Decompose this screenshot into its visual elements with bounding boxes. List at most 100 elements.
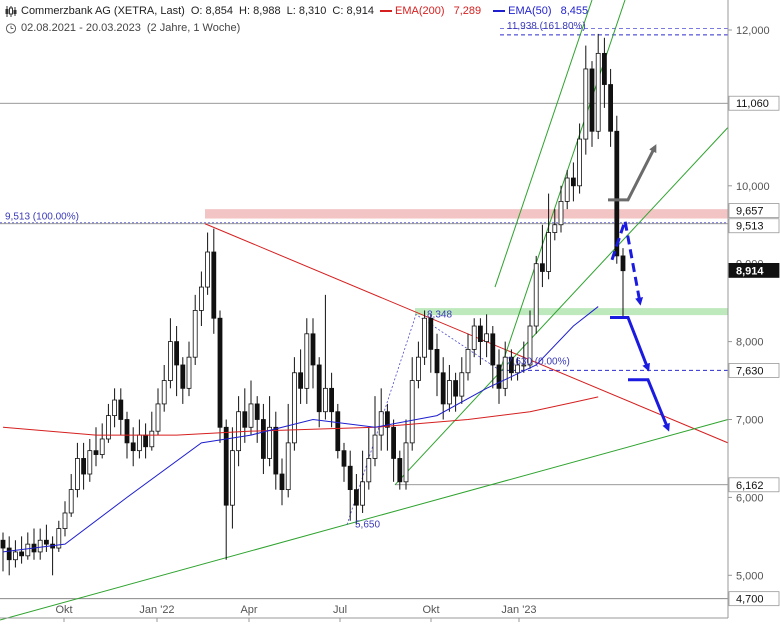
y-tick-label: 12,000 bbox=[736, 25, 770, 37]
candle-body-down bbox=[81, 458, 86, 475]
candle-body-down bbox=[490, 333, 496, 366]
arrows-layer bbox=[608, 144, 670, 432]
candle-body-up bbox=[68, 489, 74, 514]
falling-resistance-line bbox=[204, 223, 729, 444]
candle-body-up bbox=[285, 442, 291, 491]
candle-body-up bbox=[322, 387, 328, 413]
candle-body-up bbox=[502, 356, 508, 389]
candle bbox=[322, 294, 328, 420]
candle bbox=[267, 396, 273, 467]
candle-body-down bbox=[602, 52, 607, 85]
y-tick-label: 7,000 bbox=[736, 415, 764, 427]
candle bbox=[130, 427, 136, 467]
bullish-arrow bbox=[608, 144, 657, 202]
price-badge-label: 4,700 bbox=[736, 594, 764, 606]
candle bbox=[223, 419, 229, 560]
header-row-1: Commerzbank AG (XETRA, Last) O: 8,854 H: 8… bbox=[5, 5, 600, 17]
candle bbox=[310, 318, 316, 389]
candle bbox=[31, 528, 37, 560]
candle-body-up bbox=[136, 434, 142, 452]
candle bbox=[93, 427, 99, 467]
candle bbox=[589, 61, 595, 147]
candle-body-down bbox=[118, 399, 124, 420]
price-badge-box bbox=[728, 262, 780, 278]
candle bbox=[248, 380, 254, 436]
price-badge-box bbox=[728, 95, 780, 111]
fib-swing-connector bbox=[346, 313, 501, 525]
candle bbox=[37, 528, 43, 560]
y-tick-label: 8,000 bbox=[736, 337, 764, 349]
y-tick-label: 5,000 bbox=[736, 570, 764, 582]
close-value: C: 8,914 bbox=[332, 5, 374, 17]
candle bbox=[229, 427, 235, 529]
price-badge: 9,657 bbox=[728, 203, 780, 218]
candle-body-down bbox=[180, 364, 186, 389]
candle-body-down bbox=[477, 325, 483, 342]
candle-body-up bbox=[229, 450, 235, 506]
candle-body-up bbox=[236, 411, 242, 452]
candle-body-down bbox=[254, 403, 260, 420]
price-badge-box bbox=[728, 477, 780, 493]
support-zone bbox=[415, 308, 728, 316]
candle-body-down bbox=[260, 419, 266, 459]
candle bbox=[384, 403, 390, 451]
candle bbox=[533, 255, 539, 334]
price-badge-label: 6,162 bbox=[736, 480, 764, 492]
x-tick-label: Apr bbox=[240, 604, 257, 616]
zone-layer bbox=[205, 209, 728, 316]
x-tick-label: Jul bbox=[333, 604, 347, 616]
price-badge-label: 9,513 bbox=[736, 221, 764, 233]
candle-body-down bbox=[130, 442, 136, 452]
candle-body-up bbox=[515, 364, 520, 374]
y-tick-label: 10,000 bbox=[736, 181, 770, 193]
ema200-label: EMA(200) bbox=[394, 5, 445, 17]
candle-body-down bbox=[620, 255, 626, 272]
price-badge-box bbox=[728, 591, 780, 607]
candle-body-down bbox=[316, 364, 322, 413]
x-tick-label: Jan '22 bbox=[139, 604, 174, 616]
price-badge-label: 7,630 bbox=[736, 365, 764, 377]
candle-body-up bbox=[192, 310, 198, 358]
candle bbox=[192, 294, 198, 365]
candle bbox=[540, 224, 545, 288]
candle-body-down bbox=[143, 434, 149, 448]
candle bbox=[254, 396, 260, 443]
candle-body-up bbox=[37, 539, 43, 553]
candle bbox=[118, 388, 124, 436]
candle bbox=[471, 318, 477, 358]
candle bbox=[391, 419, 397, 482]
candle bbox=[112, 388, 117, 428]
candle-body-up bbox=[106, 415, 111, 440]
candle bbox=[50, 536, 55, 576]
candle-body-up bbox=[360, 481, 366, 506]
candle bbox=[341, 442, 347, 482]
candle-body-down bbox=[6, 547, 12, 561]
candle bbox=[87, 438, 93, 482]
candle-body-up bbox=[372, 434, 378, 459]
ema50-value: 8,455 bbox=[560, 5, 589, 17]
candle bbox=[465, 333, 471, 381]
candle-body-up bbox=[583, 68, 589, 140]
candle-body-up bbox=[465, 348, 471, 374]
candle bbox=[260, 403, 266, 475]
candle-body-down bbox=[434, 348, 440, 374]
price-badge: 9,513 bbox=[728, 218, 780, 234]
low-value: L: 8,310 bbox=[286, 5, 327, 17]
candle bbox=[415, 341, 421, 389]
candle bbox=[434, 333, 440, 397]
candle-body-down bbox=[279, 473, 285, 491]
candle bbox=[186, 341, 192, 397]
candle bbox=[242, 388, 248, 443]
candle-body-up bbox=[267, 426, 273, 459]
candle bbox=[502, 341, 508, 397]
ema50-line bbox=[2, 306, 599, 553]
candle-body-up bbox=[558, 200, 564, 226]
candle-body-up bbox=[403, 442, 409, 483]
instrument-title: Commerzbank AG (XETRA, Last) bbox=[21, 5, 185, 17]
candle bbox=[546, 193, 551, 280]
candle-body-up bbox=[422, 317, 428, 358]
open-value: O: 8,854 bbox=[190, 5, 234, 17]
candle-body-up bbox=[564, 177, 570, 202]
candle bbox=[25, 532, 31, 560]
